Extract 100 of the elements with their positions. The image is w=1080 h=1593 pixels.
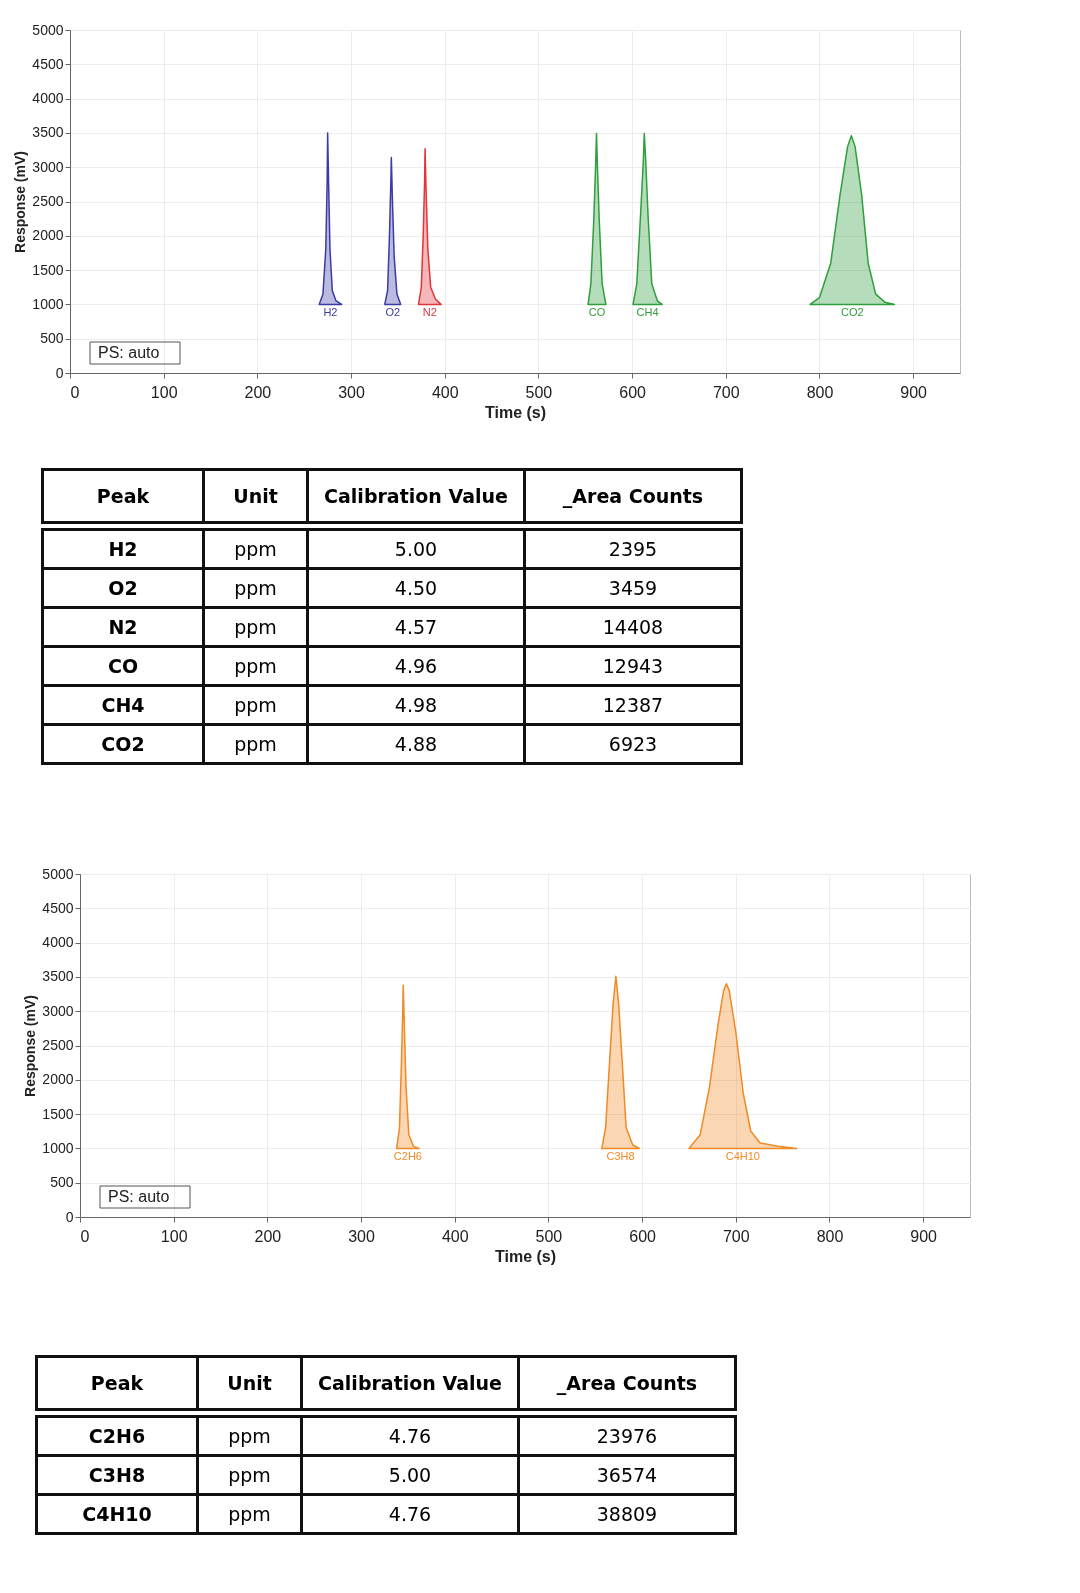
category-label: Peak	[42, 469, 204, 526]
text: ppm	[234, 694, 277, 716]
x-tick-label: 800	[816, 1227, 844, 1245]
category-label: Peak	[36, 1356, 198, 1413]
x-tick-label: 600	[629, 1227, 657, 1245]
x-tick-label: 700	[712, 383, 740, 401]
category-label: C2H6	[88, 1425, 146, 1447]
y-tick-label: 4500	[32, 55, 64, 72]
y-tick-label: 4000	[32, 90, 64, 107]
y-tick-label: 3000	[32, 158, 64, 175]
category-label: _Area Counts	[518, 1356, 736, 1413]
series-label: O2	[385, 306, 401, 319]
y-axis-title: Response (mV)	[12, 151, 29, 253]
series-label: CH4	[636, 306, 659, 319]
text: 5.00	[388, 1464, 432, 1486]
category-label: CO	[107, 655, 139, 677]
category-label: O2	[108, 577, 138, 599]
annotation: PS: auto	[98, 344, 160, 361]
text: 2395	[608, 538, 658, 560]
text: ppm	[234, 577, 277, 599]
text: 4.76	[388, 1425, 432, 1447]
text: 4.57	[394, 616, 438, 638]
text: ppm	[234, 733, 277, 755]
category-label: CH4	[101, 694, 145, 716]
x-tick-label: 100	[160, 1227, 188, 1245]
y-tick-label: 3500	[32, 124, 64, 141]
y-tick-label: 2500	[32, 193, 64, 209]
x-tick-label: 600	[619, 383, 647, 401]
y-tick-label: 5000	[42, 865, 74, 882]
x-tick-label: 0	[80, 1227, 90, 1245]
category-label: Unit	[197, 1356, 302, 1413]
text: 36574	[596, 1464, 658, 1486]
y-tick-label: 500	[50, 1174, 74, 1191]
x-tick-label: 500	[525, 383, 553, 401]
text: 12943	[602, 655, 664, 677]
x-tick-label: 300	[338, 383, 365, 401]
text: ppm	[228, 1503, 271, 1525]
x-tick-label: 400	[441, 1227, 469, 1245]
x-tick-label: 200	[244, 383, 272, 401]
category-label: Calibration Value	[307, 469, 525, 526]
x-tick-label: 500	[535, 1227, 563, 1245]
x-axis-title: Time (s)	[484, 403, 547, 421]
x-tick-label: 900	[900, 383, 928, 401]
text: 12387	[602, 694, 664, 716]
text: 38809	[596, 1503, 658, 1525]
series-label: H2	[323, 306, 338, 319]
text: 4.88	[394, 733, 438, 755]
category-label: Calibration Value	[301, 1356, 519, 1413]
x-tick-label: 800	[806, 383, 834, 401]
text: ppm	[234, 655, 277, 677]
category-label: Unit	[203, 469, 308, 526]
series-label: N2	[422, 306, 437, 319]
x-tick-label: 400	[431, 383, 459, 401]
text: 6923	[608, 733, 658, 755]
category-label: CO2	[101, 733, 145, 755]
series-label: C3H8	[606, 1150, 635, 1163]
x-tick-label: 700	[722, 1227, 750, 1245]
category-label: _Area Counts	[524, 469, 742, 526]
series-label: CO	[588, 306, 606, 319]
y-axis-title: Response (mV)	[22, 995, 39, 1097]
x-axis-title: Time (s)	[494, 1247, 557, 1265]
y-tick-label: 4500	[42, 899, 74, 916]
text: 23976	[596, 1425, 658, 1447]
text: 4.98	[394, 694, 438, 716]
text: ppm	[228, 1464, 271, 1486]
category-label: C3H8	[88, 1464, 146, 1486]
series-label: C2H6	[393, 1150, 422, 1163]
text: 14408	[602, 616, 664, 638]
y-tick-label: 2500	[42, 1037, 74, 1053]
series-label: CO2	[840, 306, 864, 319]
text: 4.96	[394, 655, 438, 677]
y-tick-label: 1000	[32, 295, 64, 312]
y-tick-label: 1000	[42, 1139, 74, 1156]
x-tick-label: 900	[910, 1227, 938, 1245]
category-label: H2	[108, 538, 138, 560]
y-tick-label: 1500	[42, 1105, 74, 1122]
y-tick-label: 0	[55, 364, 64, 381]
text: 4.76	[388, 1503, 432, 1525]
y-tick-label: 5000	[32, 21, 64, 38]
text: ppm	[234, 538, 277, 560]
y-tick-label: 2000	[32, 227, 64, 244]
text: ppm	[228, 1425, 271, 1447]
y-tick-label: 0	[65, 1208, 74, 1225]
y-tick-label: 2000	[42, 1071, 74, 1088]
y-tick-label: 4000	[42, 934, 74, 951]
category-label: C4H10	[82, 1503, 152, 1525]
y-tick-label: 1500	[32, 261, 64, 278]
x-tick-label: 100	[150, 383, 178, 401]
y-tick-label: 500	[40, 330, 64, 347]
text: ppm	[234, 616, 277, 638]
x-tick-label: 300	[348, 1227, 375, 1245]
text: 3459	[608, 577, 658, 599]
category-label: N2	[108, 616, 138, 638]
annotation: PS: auto	[108, 1188, 170, 1205]
text: 4.50	[394, 577, 438, 599]
y-tick-label: 3000	[42, 1002, 74, 1019]
x-tick-label: 200	[254, 1227, 282, 1245]
series-label: C4H10	[725, 1150, 760, 1163]
text: 5.00	[394, 538, 438, 560]
y-tick-label: 3500	[42, 968, 74, 985]
